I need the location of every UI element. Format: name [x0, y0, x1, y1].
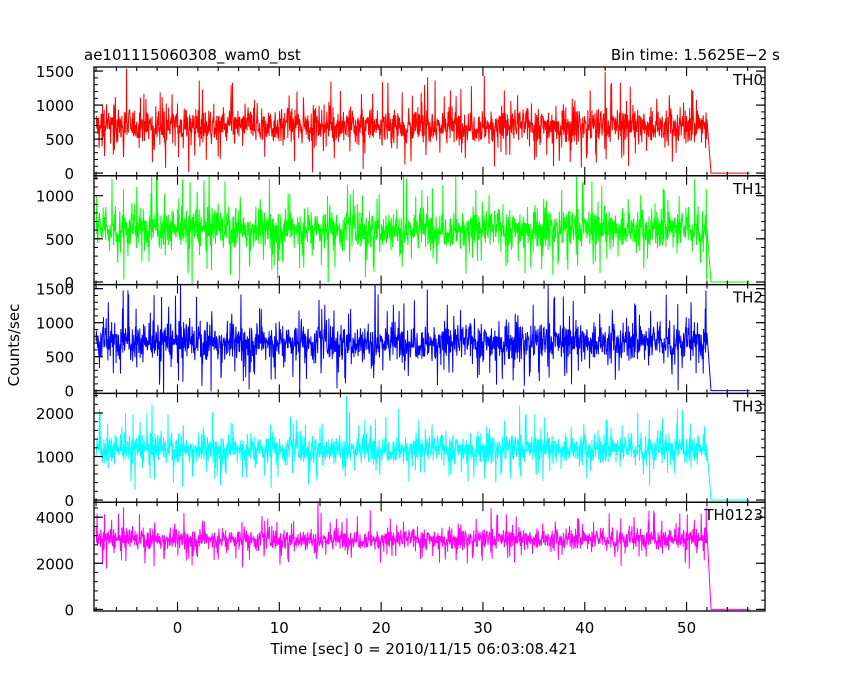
- y-tick-label: 0: [64, 383, 74, 401]
- y-tick-label: 1500: [36, 63, 74, 81]
- y-tick-label: 0: [64, 601, 74, 619]
- x-tick-label: 20: [372, 619, 391, 637]
- x-tick-label: 40: [575, 619, 594, 637]
- panel-label-th0123: TH0123: [703, 506, 763, 524]
- y-tick-label: 1500: [36, 281, 74, 299]
- y-tick-label: 0: [64, 274, 74, 292]
- panel-label-th0: TH0: [732, 71, 763, 89]
- y-tick-label: 0: [64, 165, 74, 183]
- x-tick-label: 10: [270, 619, 289, 637]
- y-tick-label: 1000: [36, 315, 74, 333]
- y-tick-label: 500: [45, 231, 74, 249]
- x-tick-label: 30: [473, 619, 492, 637]
- y-tick-label: 0: [64, 492, 74, 510]
- y-tick-label: 2000: [36, 555, 74, 573]
- series-line-th3: [95, 395, 750, 501]
- y-tick-label: 500: [45, 349, 74, 367]
- x-tick-label: 0: [173, 619, 183, 637]
- y-tick-label: 2000: [36, 405, 74, 423]
- series-line-th0123: [95, 502, 750, 610]
- panel-label-th1: TH1: [732, 180, 763, 198]
- series-line-th0: [95, 68, 750, 174]
- y-tick-label: 4000: [36, 509, 74, 527]
- panel-frame: [93, 501, 766, 612]
- y-tick-label: 1000: [36, 97, 74, 115]
- x-tick-label: 50: [677, 619, 696, 637]
- series-line-th1: [95, 175, 750, 285]
- chart-title-left: ae101115060308_wam0_bst: [84, 46, 301, 65]
- y-tick-label: 500: [45, 131, 74, 149]
- panel-label-th2: TH2: [732, 289, 763, 307]
- y-tick-label: 1000: [36, 188, 74, 206]
- series-line-th2: [95, 284, 750, 394]
- chart-title-right: Bin time: 1.5625E−2 s: [611, 46, 780, 64]
- y-axis-label: Counts/sec: [5, 304, 23, 387]
- y-tick-label: 1000: [36, 449, 74, 467]
- x-axis-label: Time [sec] 0 = 2010/11/15 06:03:08.421: [270, 640, 578, 658]
- panel-label-th3: TH3: [732, 397, 763, 415]
